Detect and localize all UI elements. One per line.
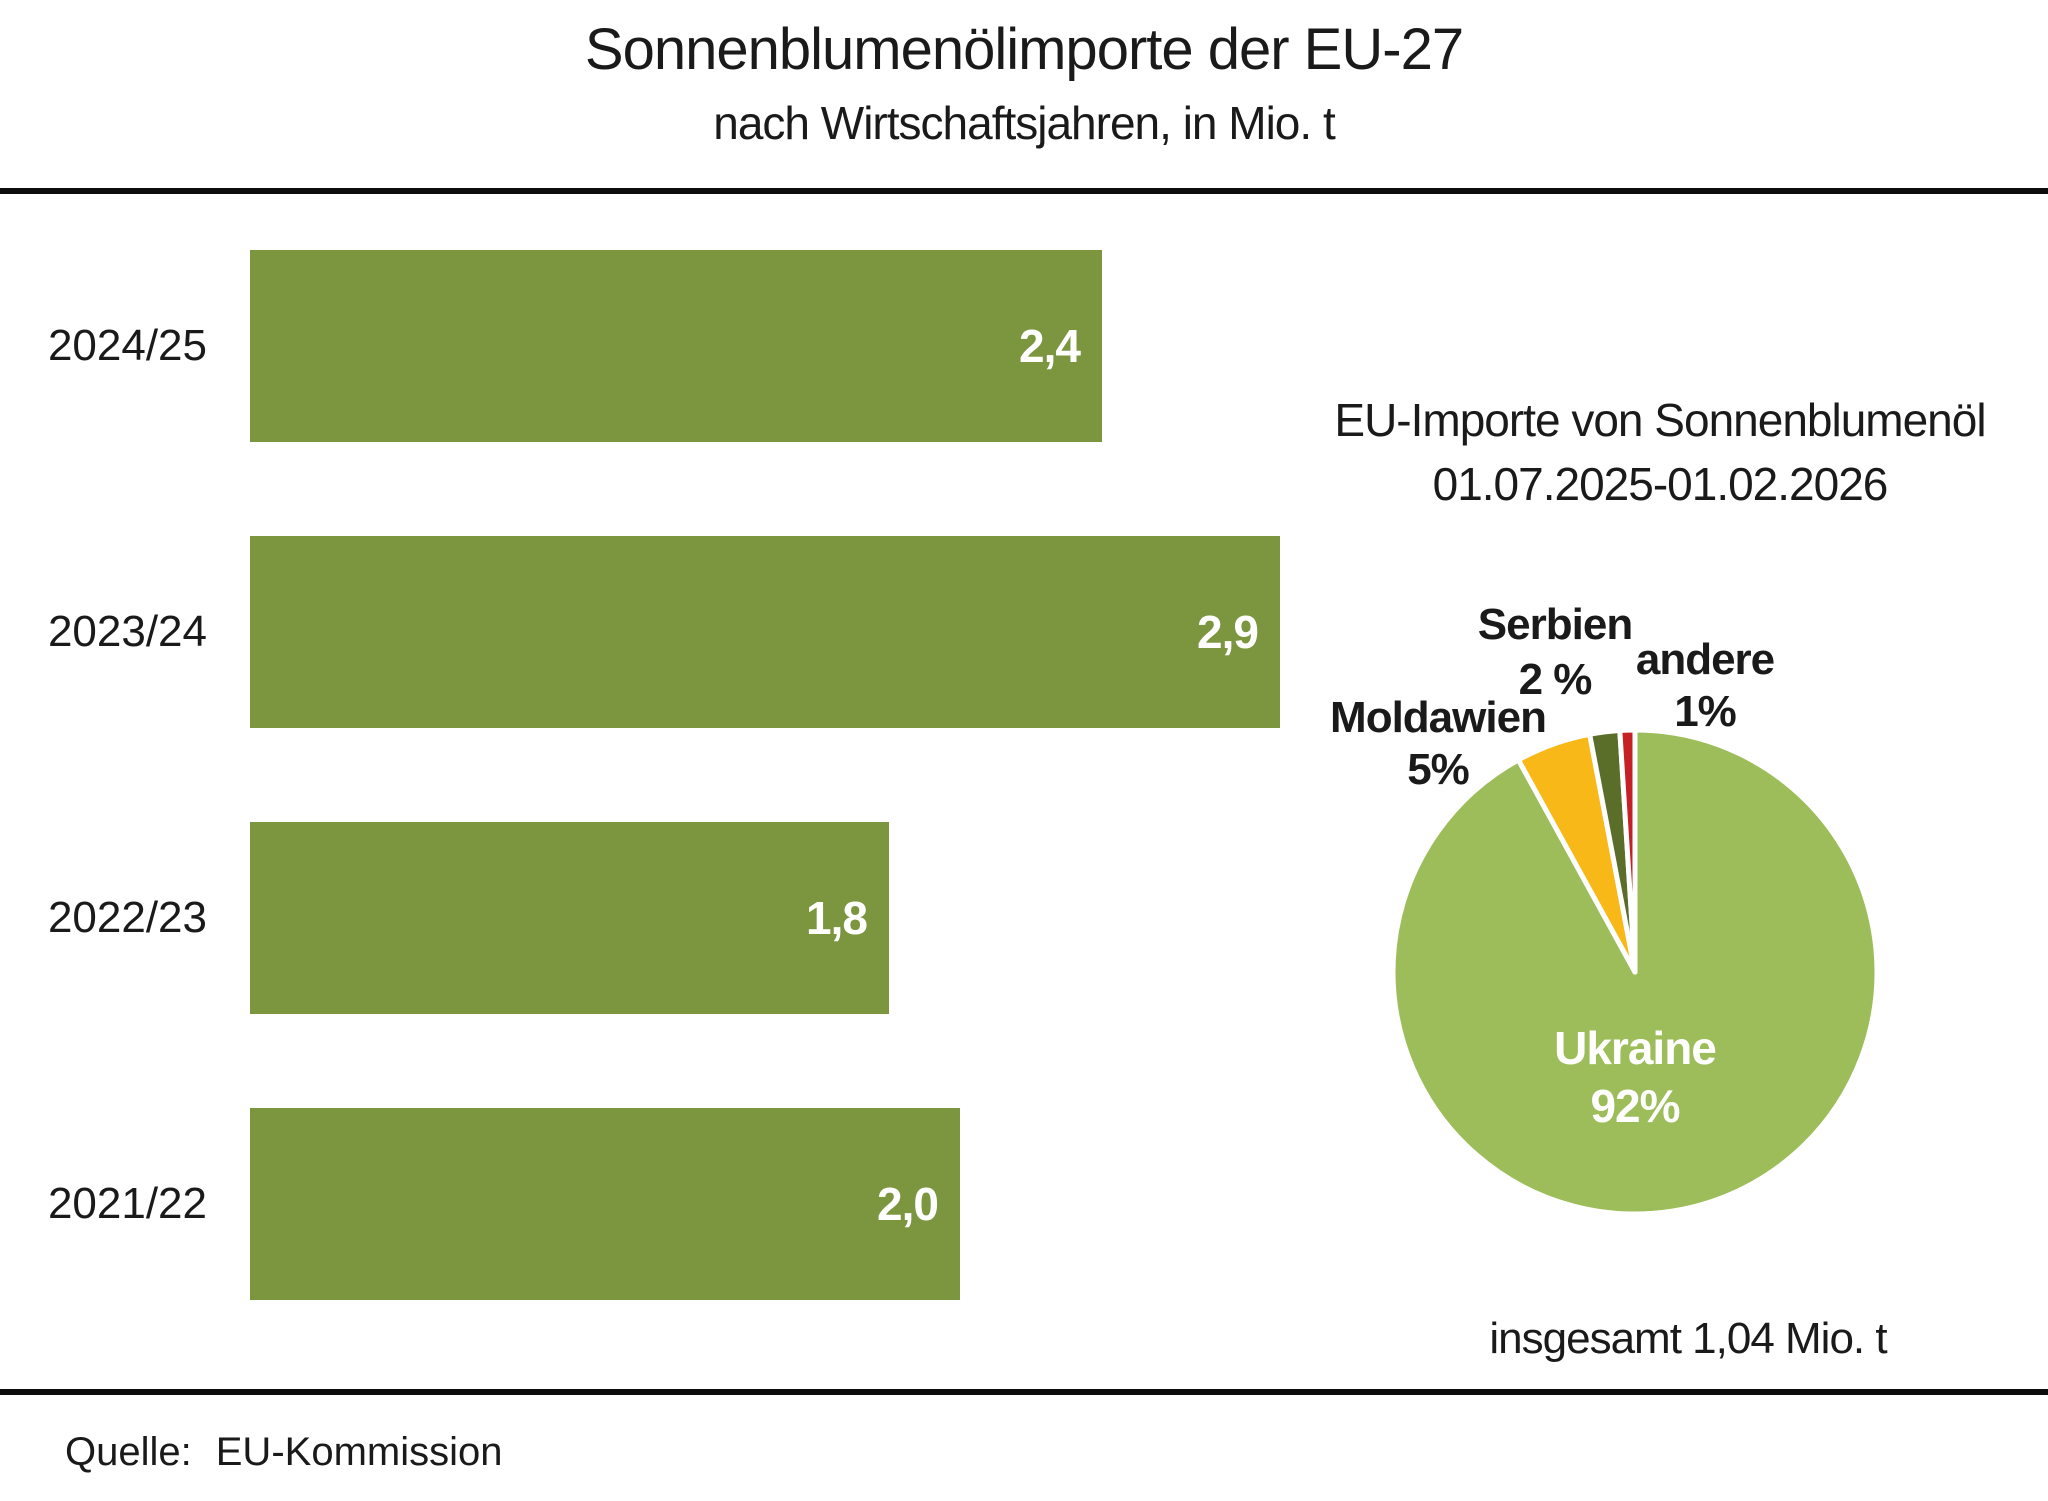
pie-pct-label-andere: 1% — [1674, 687, 1737, 736]
bottom-divider — [0, 1389, 2048, 1395]
bar-value-2024-25: 2,4 — [1019, 320, 1081, 372]
bar-value-2022-23: 1,8 — [806, 892, 868, 944]
pie-slice-andere — [1617, 727, 1638, 975]
pie-pct-label-serbien: 2 % — [1518, 655, 1593, 704]
pie-name-label-ukraine: Ukraine — [1554, 1022, 1717, 1074]
page-subtitle: nach Wirtschaftsjahren, in Mio. t — [713, 97, 1335, 149]
source-value: EU-Kommission — [215, 1430, 503, 1474]
pie-panel-header: EU-Importe von Sonnenblumenöl 01.07.2025… — [1310, 388, 2010, 516]
pie-pct-label-ukraine: 92% — [1590, 1080, 1680, 1132]
bar-2022-23: 1,8 — [250, 822, 889, 1014]
bar-value-2021-22: 2,0 — [877, 1178, 939, 1230]
pie-chart — [1390, 727, 1880, 1217]
category-label-2022-23: 2022/23 — [47, 893, 207, 942]
bar-value-2023-24: 2,9 — [1197, 606, 1259, 658]
top-divider — [0, 188, 2048, 194]
category-label-2021-22: 2021/22 — [47, 1179, 207, 1228]
pie-name-label-andere: andere — [1635, 635, 1775, 684]
pie-total-note: insgesamt 1,04 Mio. t — [1489, 1314, 1887, 1363]
source-label: Quelle: — [65, 1430, 192, 1474]
bar-2024-25: 2,4 — [250, 250, 1102, 442]
source-line: Quelle: EU-Kommission — [65, 1430, 502, 1475]
bar-2023-24: 2,9 — [250, 536, 1280, 728]
pie-name-label-moldawien: Moldawien — [1330, 693, 1547, 742]
category-label-2024-25: 2024/25 — [47, 321, 207, 370]
pie-title-line1: EU-Importe von Sonnenblumenöl — [1334, 394, 1986, 446]
page-title: Sonnenblumenölimporte der EU-27 — [584, 17, 1464, 82]
pie-title-line2: 01.07.2025-01.02.2026 — [1432, 458, 1889, 510]
category-label-2023-24: 2023/24 — [47, 607, 207, 656]
pie-pct-label-moldawien: 5% — [1407, 745, 1470, 794]
pie-name-label-serbien: Serbien — [1477, 600, 1633, 649]
bar-2021-22: 2,0 — [250, 1108, 960, 1300]
